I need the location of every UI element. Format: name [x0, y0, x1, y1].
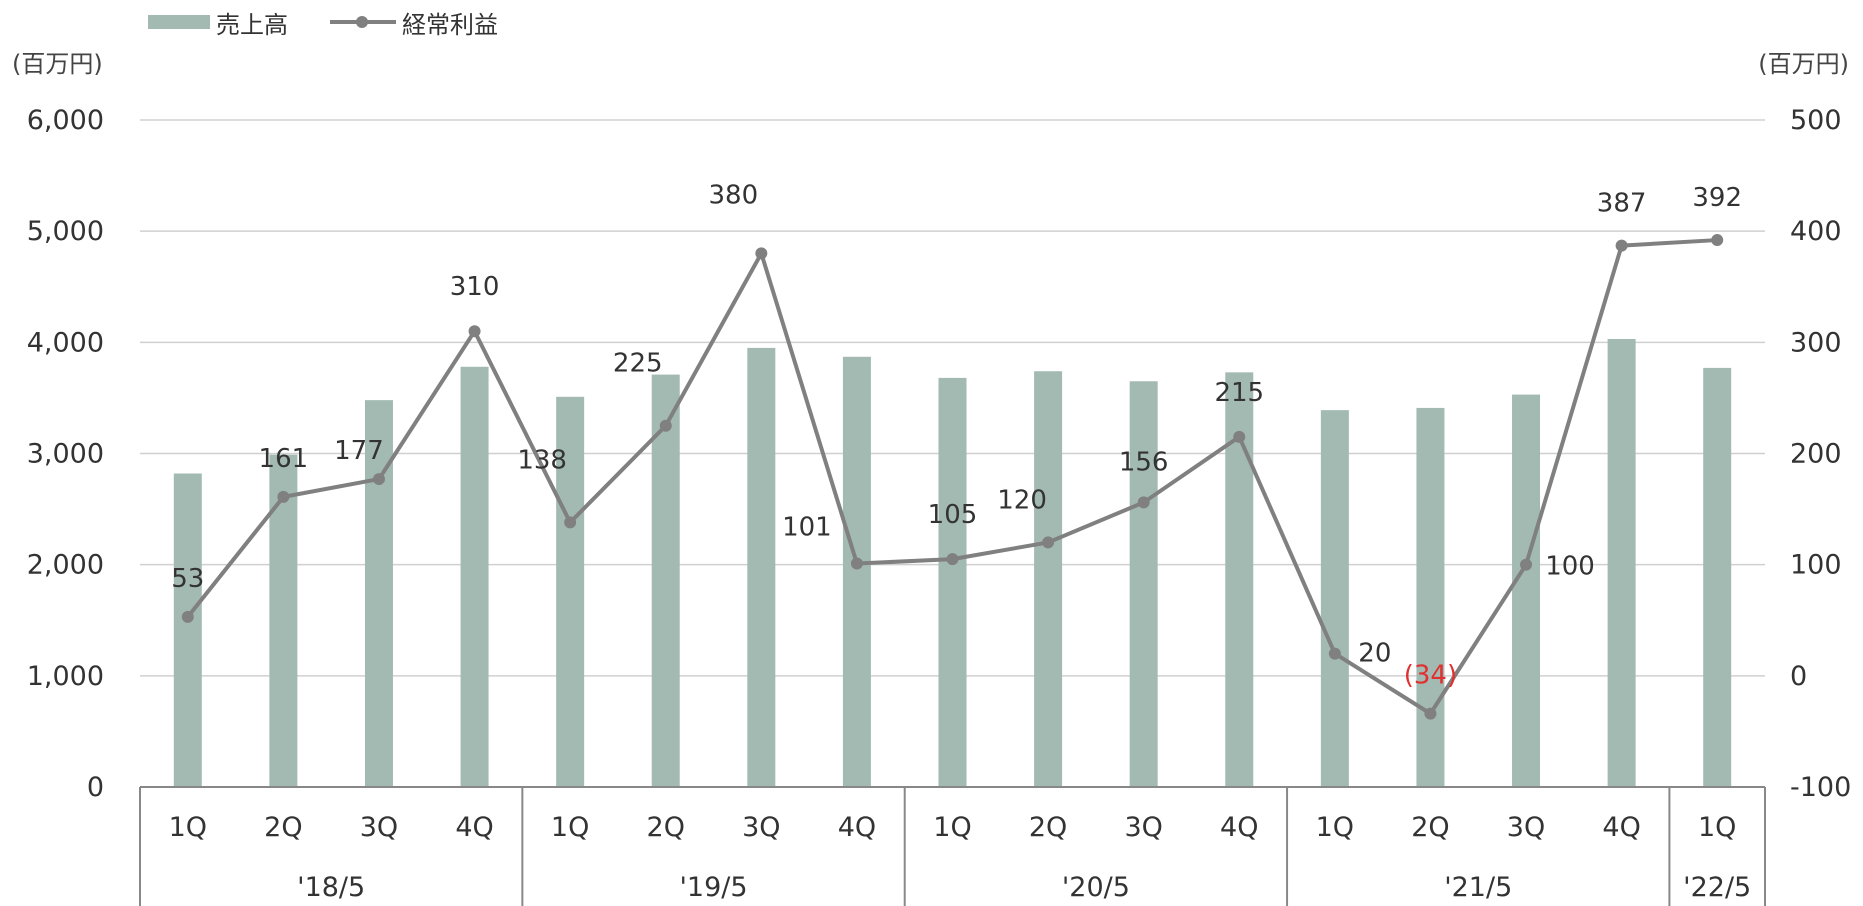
legend-item-sales: 売上高 [148, 5, 288, 40]
line-data-label: 310 [450, 272, 500, 302]
bar [1034, 371, 1063, 787]
x-axis-tick-label: 2Q [1411, 812, 1449, 843]
bar [747, 347, 776, 787]
line-point [564, 516, 577, 529]
line-data-label: 138 [517, 445, 567, 475]
legend-item-ordinary-profit: 経常利益 [330, 5, 498, 40]
line-data-label: 100 [1545, 552, 1595, 582]
line-point [1615, 239, 1628, 252]
bar [173, 473, 202, 787]
line-data-label: 53 [171, 564, 204, 594]
x-axis-tick-label: 1Q [169, 812, 207, 843]
left-axis-tick-label: 0 [87, 772, 104, 803]
legend: 売上高 経常利益 [148, 5, 540, 40]
right-axis-tick-label: 200 [1790, 439, 1842, 470]
x-axis-tick-label: 3Q [1507, 812, 1545, 843]
line-point [1328, 647, 1341, 660]
x-axis-tick-label: 3Q [742, 812, 780, 843]
x-axis-group-label: '19/5 [679, 872, 747, 903]
bar [1320, 410, 1349, 787]
bar [938, 377, 967, 787]
left-axis-tick-label: 4,000 [27, 327, 104, 358]
line-data-label: (34) [1404, 661, 1457, 691]
line-point [372, 473, 385, 486]
x-axis-tick-label: 4Q [1602, 812, 1640, 843]
line-data-label: 215 [1214, 378, 1264, 408]
line-data-label: 20 [1358, 639, 1391, 669]
x-axis-tick-label: 2Q [647, 812, 685, 843]
bar [651, 374, 680, 787]
x-axis-tick-label: 1Q [933, 812, 971, 843]
line-point [755, 247, 768, 260]
x-axis-tick-label: 4Q [838, 812, 876, 843]
left-axis-tick-label: 5,000 [27, 216, 104, 247]
bar [269, 454, 298, 787]
line-data-label: 120 [997, 485, 1047, 515]
x-axis-group-label: '18/5 [297, 872, 365, 903]
bar [460, 366, 489, 787]
x-axis-group-label: '22/5 [1683, 872, 1751, 903]
x-axis-tick-label: 1Q [1698, 812, 1736, 843]
line-data-label: 101 [782, 513, 832, 543]
line-point [946, 553, 959, 566]
bar [1703, 367, 1732, 787]
right-axis-tick-label: 300 [1790, 327, 1842, 358]
line-data-label: 177 [334, 436, 384, 466]
x-axis-tick-label: 1Q [551, 812, 589, 843]
line-point [1233, 430, 1246, 443]
bar [1512, 394, 1541, 787]
legend-line-swatch [330, 15, 396, 29]
right-axis-tick-label: 100 [1790, 550, 1842, 581]
x-axis-group-label: '21/5 [1444, 872, 1512, 903]
line-point [850, 557, 863, 570]
x-axis-tick-label: 1Q [1316, 812, 1354, 843]
right-axis-tick-label: -100 [1790, 772, 1851, 803]
bar [556, 396, 585, 787]
line-data-label: 392 [1692, 183, 1742, 213]
left-axis-tick-label: 1,000 [27, 661, 104, 692]
line-point [1520, 558, 1533, 571]
left-axis-tick-label: 3,000 [27, 439, 104, 470]
line-point [1424, 707, 1437, 720]
line-data-label: 161 [259, 444, 309, 474]
line-point [1042, 536, 1055, 549]
line-data-label: 156 [1119, 447, 1169, 477]
left-axis-tick-label: 6,000 [27, 105, 104, 136]
line-point [659, 419, 672, 432]
line-point [468, 325, 481, 338]
line-data-label: 105 [928, 500, 978, 530]
line-point [181, 610, 194, 623]
line-data-label: 387 [1597, 189, 1647, 219]
bar [1129, 381, 1158, 787]
right-axis-unit: (百万円) [1758, 50, 1849, 78]
right-axis-tick-label: 0 [1790, 661, 1807, 692]
left-axis-tick-label: 2,000 [27, 550, 104, 581]
bar [1607, 338, 1636, 787]
line-point [277, 490, 290, 503]
bar [842, 356, 871, 787]
line-data-label: 225 [613, 349, 663, 379]
left-axis-unit: (百万円) [12, 50, 103, 78]
right-axis-tick-label: 400 [1790, 216, 1842, 247]
legend-bar-swatch [148, 15, 210, 29]
x-axis-tick-label: 2Q [264, 812, 302, 843]
x-axis-tick-label: 4Q [1220, 812, 1258, 843]
legend-label-ordinary-profit: 経常利益 [402, 10, 498, 39]
x-axis-tick-label: 2Q [1029, 812, 1067, 843]
x-axis-tick-label: 3Q [1124, 812, 1162, 843]
x-axis-group-label: '20/5 [1062, 872, 1130, 903]
line-point [1711, 234, 1724, 247]
line-point [1137, 496, 1150, 509]
bar [1416, 407, 1445, 787]
x-axis-tick-label: 3Q [360, 812, 398, 843]
legend-label-sales: 売上高 [216, 10, 288, 39]
line-data-label: 380 [709, 180, 759, 210]
x-axis-tick-label: 4Q [455, 812, 493, 843]
right-axis-tick-label: 500 [1790, 105, 1842, 136]
